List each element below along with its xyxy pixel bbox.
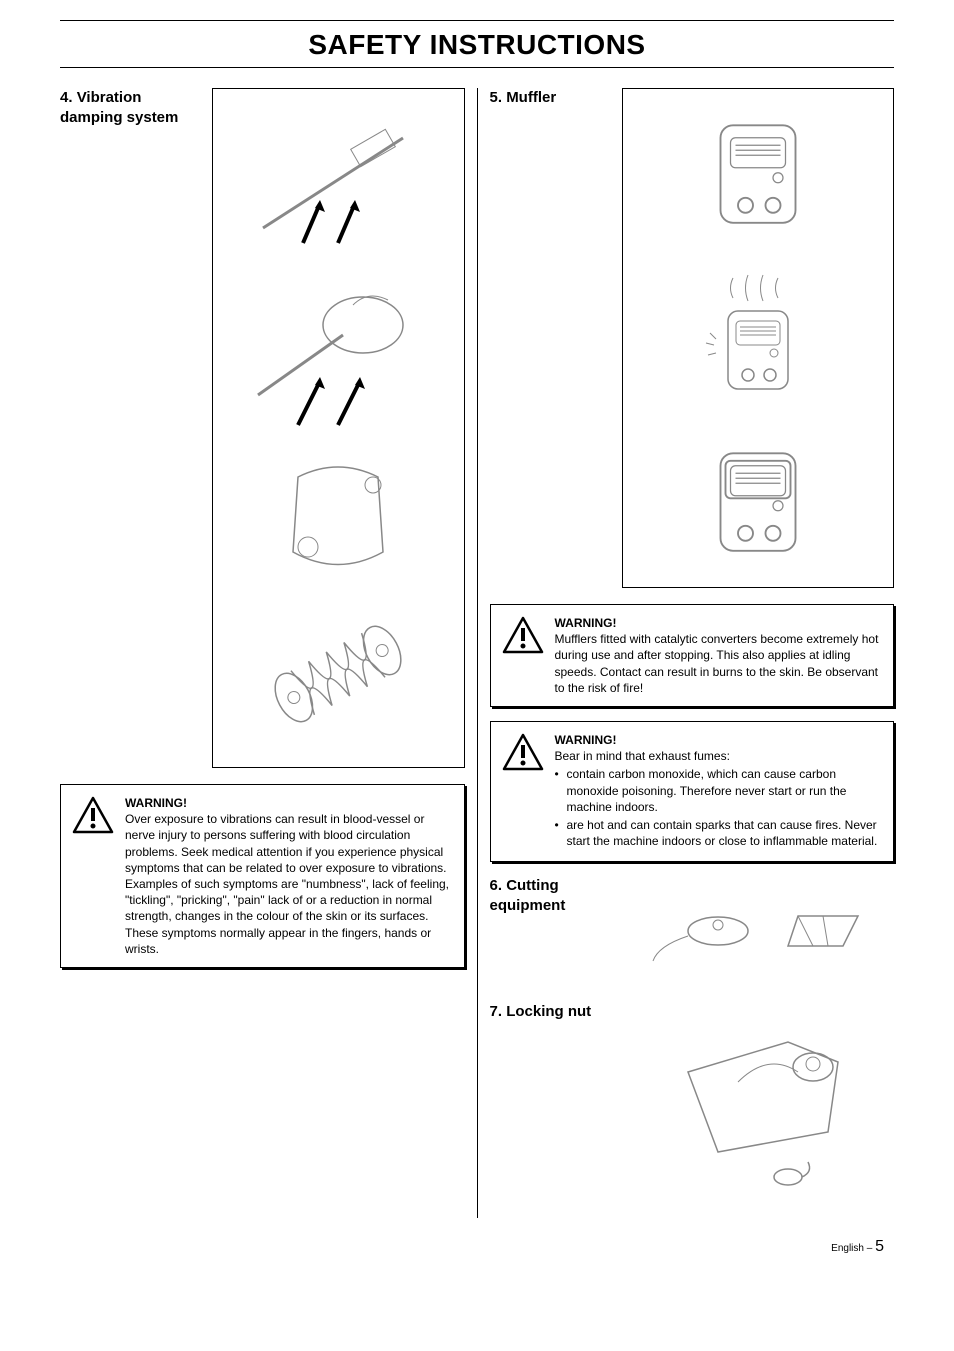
warning-bullet: are hot and can contain sparks that can … bbox=[555, 817, 884, 849]
left-column: 4. Vibration damping system bbox=[60, 88, 478, 1218]
section-6-row: 6. Cutting equipment bbox=[490, 876, 895, 986]
section-5-title: Muffler bbox=[506, 89, 556, 106]
muffler-plain-illustration bbox=[708, 114, 808, 234]
section-7-row: 7. Locking nut bbox=[490, 1002, 895, 1202]
locking-nut-illustration-box bbox=[622, 1002, 895, 1202]
section-7-heading: 7. Locking nut bbox=[490, 1002, 610, 1022]
vibration-illustrations-box bbox=[212, 88, 465, 768]
top-rule bbox=[60, 20, 894, 21]
cutting-equipment-illustration-box bbox=[622, 876, 895, 986]
warning-vibration-text: WARNING! Over exposure to vibrations can… bbox=[125, 795, 454, 957]
section-6-number: 6. bbox=[490, 877, 503, 894]
footer-page-number: 5 bbox=[875, 1238, 884, 1255]
section-7-title: Locking nut bbox=[506, 1003, 591, 1020]
section-4-heading: 4. Vibration damping system bbox=[60, 88, 200, 127]
warning-label: WARNING! bbox=[555, 616, 617, 630]
cutting-equipment-illustration bbox=[648, 891, 868, 971]
vibration-spring-illustration bbox=[253, 599, 423, 749]
warning-exhaust-box: WARNING! Bear in mind that exhaust fumes… bbox=[490, 721, 895, 862]
muffler-hot-illustration bbox=[698, 263, 818, 413]
warning-muffler-hot-box: WARNING! Mufflers fitted with catalytic … bbox=[490, 604, 895, 707]
section-5-heading: 5. Muffler bbox=[490, 88, 610, 108]
warning-icon bbox=[501, 732, 545, 772]
warning-muffler-hot-text: WARNING! Mufflers fitted with catalytic … bbox=[555, 615, 884, 696]
warning-vibration-box: WARNING! Over exposure to vibrations can… bbox=[60, 784, 465, 968]
warning-icon bbox=[71, 795, 115, 835]
two-column-layout: 4. Vibration damping system bbox=[60, 88, 894, 1218]
warning-label: WARNING! bbox=[125, 796, 187, 810]
muffler-cover-illustration bbox=[708, 442, 808, 562]
warning-bullet: contain carbon monoxide, which can cause… bbox=[555, 766, 884, 815]
warning-exhaust-text: WARNING! Bear in mind that exhaust fumes… bbox=[555, 732, 884, 851]
muffler-illustrations-box bbox=[622, 88, 895, 588]
title-rule bbox=[60, 67, 894, 68]
section-6-heading: 6. Cutting equipment bbox=[490, 876, 610, 915]
section-4-number: 4. bbox=[60, 89, 73, 106]
warning-body: Over exposure to vibrations can result i… bbox=[125, 812, 449, 956]
warning-icon bbox=[501, 615, 545, 655]
vibration-cushion-illustration bbox=[263, 452, 413, 582]
warning-body: Mufflers fitted with catalytic converter… bbox=[555, 632, 879, 695]
section-5-row: 5. Muffler bbox=[490, 88, 895, 588]
warning-bullet-list: contain carbon monoxide, which can cause… bbox=[555, 766, 884, 849]
locking-nut-illustration bbox=[658, 1012, 858, 1192]
section-4-title: Vibration damping system bbox=[60, 89, 178, 126]
right-column: 5. Muffler bbox=[478, 88, 895, 1218]
section-7-number: 7. bbox=[490, 1003, 503, 1020]
warning-label: WARNING! bbox=[555, 733, 617, 747]
warning-intro: Bear in mind that exhaust fumes: bbox=[555, 749, 730, 763]
page-title: SAFETY INSTRUCTIONS bbox=[60, 29, 894, 61]
page-footer: English – 5 bbox=[60, 1238, 894, 1256]
section-4-row: 4. Vibration damping system bbox=[60, 88, 465, 768]
section-5-number: 5. bbox=[490, 89, 503, 106]
vibration-engine-illustration bbox=[253, 275, 423, 435]
footer-language: English – bbox=[831, 1243, 872, 1254]
vibration-handle-illustration bbox=[253, 108, 423, 258]
